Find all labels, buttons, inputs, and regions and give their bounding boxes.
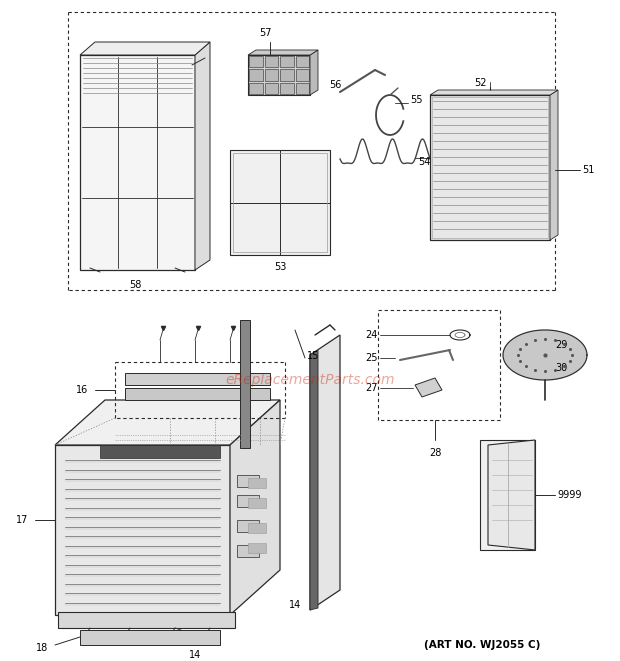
Polygon shape: [296, 83, 309, 94]
Polygon shape: [237, 495, 259, 507]
Polygon shape: [296, 69, 309, 81]
Text: 29: 29: [555, 340, 567, 350]
Text: 58: 58: [129, 280, 141, 290]
Polygon shape: [430, 90, 558, 95]
Polygon shape: [248, 523, 266, 533]
Text: 54: 54: [418, 157, 430, 167]
Polygon shape: [195, 42, 210, 270]
Text: 57: 57: [259, 28, 272, 38]
Polygon shape: [480, 440, 535, 550]
Polygon shape: [125, 388, 270, 400]
Polygon shape: [415, 378, 442, 397]
Polygon shape: [237, 545, 259, 557]
Text: 18: 18: [36, 643, 48, 653]
Polygon shape: [230, 150, 330, 255]
Polygon shape: [503, 330, 587, 380]
Polygon shape: [125, 373, 270, 385]
Text: 56: 56: [330, 80, 342, 90]
Polygon shape: [310, 350, 318, 610]
Text: 24: 24: [366, 330, 378, 340]
Text: 15: 15: [307, 351, 319, 361]
Polygon shape: [100, 445, 220, 458]
Text: 14: 14: [189, 650, 201, 660]
Text: 51: 51: [582, 165, 595, 175]
Polygon shape: [80, 630, 220, 645]
Text: 14: 14: [289, 600, 301, 610]
Polygon shape: [310, 50, 318, 95]
Text: 53: 53: [274, 262, 286, 272]
Text: eReplacementParts.com: eReplacementParts.com: [225, 373, 395, 387]
Polygon shape: [280, 56, 293, 67]
Text: 52: 52: [474, 78, 486, 88]
Polygon shape: [249, 69, 262, 81]
Polygon shape: [58, 612, 235, 628]
Polygon shape: [248, 50, 318, 55]
Polygon shape: [550, 90, 558, 240]
Polygon shape: [310, 335, 340, 610]
Polygon shape: [55, 445, 230, 615]
Polygon shape: [80, 55, 195, 270]
Polygon shape: [265, 69, 278, 81]
Text: 16: 16: [76, 385, 88, 395]
Text: 25: 25: [366, 353, 378, 363]
Polygon shape: [240, 320, 250, 448]
Polygon shape: [249, 56, 262, 67]
Polygon shape: [237, 475, 259, 487]
Text: 17: 17: [16, 515, 28, 525]
Polygon shape: [296, 56, 309, 67]
Polygon shape: [248, 55, 310, 95]
Polygon shape: [265, 56, 278, 67]
Polygon shape: [280, 83, 293, 94]
Polygon shape: [55, 400, 280, 445]
Polygon shape: [280, 69, 293, 81]
Polygon shape: [80, 42, 210, 55]
Polygon shape: [230, 400, 280, 615]
Text: 55: 55: [410, 95, 422, 105]
Polygon shape: [488, 440, 535, 550]
Text: 28: 28: [429, 448, 441, 458]
Polygon shape: [248, 478, 266, 488]
Polygon shape: [248, 498, 266, 508]
Polygon shape: [248, 543, 266, 553]
Text: 9999: 9999: [557, 490, 582, 500]
Text: 27: 27: [366, 383, 378, 393]
Polygon shape: [249, 83, 262, 94]
Polygon shape: [237, 520, 259, 532]
Polygon shape: [265, 83, 278, 94]
Text: 30: 30: [555, 363, 567, 373]
Polygon shape: [430, 95, 550, 240]
Text: (ART NO. WJ2055 C): (ART NO. WJ2055 C): [423, 640, 540, 650]
